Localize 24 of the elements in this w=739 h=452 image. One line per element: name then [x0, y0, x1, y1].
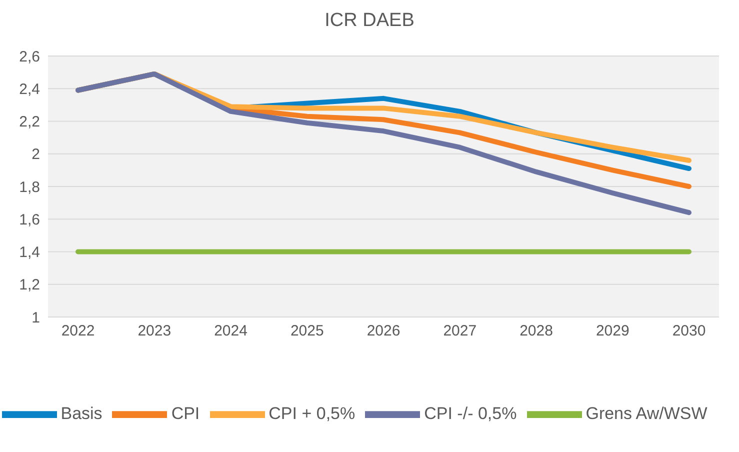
legend-label: CPI	[171, 404, 200, 423]
legend-label: CPI + 0,5%	[268, 404, 356, 423]
y-tick-label: 2,4	[19, 80, 40, 98]
y-tick-label: 2,2	[19, 114, 40, 131]
y-tick-label: 1	[32, 309, 40, 326]
chart-title: ICR DAEB	[324, 9, 416, 33]
y-tick-label: 1,2	[19, 276, 40, 294]
x-tick-label: 2026	[366, 322, 400, 340]
x-tick-label: 2025	[290, 322, 324, 340]
x-tick-label: 2030	[672, 322, 706, 340]
y-tick-label: 1,4	[19, 244, 40, 262]
x-tick-label: 2029	[596, 322, 630, 340]
legend-label: CPI -/- 0,5%	[424, 404, 517, 423]
y-tick-label: 1,8	[19, 178, 40, 196]
x-tick-label: 2024	[214, 322, 248, 340]
legend-label: Grens Aw/WSW	[586, 404, 708, 423]
y-tick-label: 1,6	[19, 211, 40, 228]
y-tick-label: 2,6	[19, 48, 40, 66]
x-tick-label: 2022	[61, 322, 95, 340]
x-tick-label: 2028	[520, 322, 553, 340]
x-tick-label: 2023	[138, 322, 172, 340]
x-tick-label: 2027	[443, 322, 477, 340]
y-tick-label: 2	[32, 146, 40, 164]
legend-label: Basis	[60, 404, 102, 423]
